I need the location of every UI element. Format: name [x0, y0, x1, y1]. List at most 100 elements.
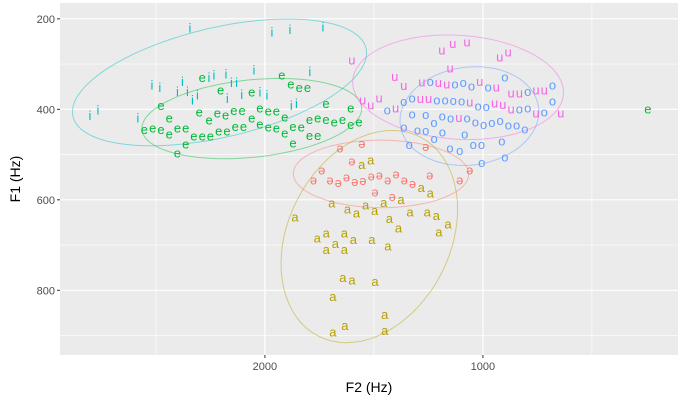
point-i: i — [158, 80, 161, 95]
y-tick-label: 800 — [37, 285, 55, 297]
point-i: i — [226, 91, 229, 106]
point-e: e — [304, 80, 311, 95]
point-a: a — [314, 230, 322, 245]
point-a: a — [381, 307, 389, 322]
point-a: a — [353, 205, 361, 220]
point-o: o — [549, 93, 556, 108]
point-u: u — [516, 85, 523, 100]
point-e: e — [141, 122, 148, 137]
point-i: i — [240, 87, 243, 102]
point-o: o — [433, 93, 440, 108]
x-axis-title: F2 (Hz) — [346, 379, 393, 395]
point-e: e — [223, 123, 230, 138]
point-u: u — [557, 105, 564, 120]
point-u: u — [417, 91, 424, 106]
point-e: e — [644, 101, 651, 116]
point-o: o — [524, 84, 531, 99]
point-ə: ə — [401, 172, 408, 187]
point-a: a — [427, 186, 435, 201]
ellipse-a — [280, 129, 459, 344]
point-e: e — [207, 129, 214, 144]
point-o: o — [430, 115, 437, 130]
point-o: o — [498, 134, 505, 149]
point-o: o — [470, 137, 477, 152]
point-u: u — [496, 49, 503, 64]
y-axis-title: F1 (Hz) — [7, 156, 23, 203]
point-e: e — [217, 83, 224, 98]
point-i: i — [176, 84, 179, 99]
point-o: o — [505, 117, 512, 132]
ellipse-o — [399, 66, 540, 167]
point-a: a — [348, 272, 356, 287]
point-e: e — [256, 117, 263, 132]
point-o: o — [478, 137, 485, 152]
point-i: i — [208, 70, 211, 85]
point-i: i — [136, 110, 139, 125]
point-u: u — [375, 91, 382, 106]
point-i: i — [290, 98, 293, 113]
point-e: e — [240, 119, 247, 134]
point-u: u — [476, 74, 483, 89]
point-e: e — [322, 96, 329, 111]
point-u: u — [493, 80, 500, 95]
point-e: e — [157, 98, 164, 113]
point-a: a — [386, 211, 394, 226]
point-e: e — [149, 120, 156, 135]
point-o: o — [484, 80, 491, 95]
point-o: o — [439, 109, 446, 124]
point-u: u — [504, 44, 511, 59]
y-tick-label: 400 — [37, 104, 55, 116]
point-i: i — [295, 96, 298, 111]
point-ə: ə — [358, 136, 365, 151]
point-o: o — [468, 78, 475, 93]
point-e: e — [199, 70, 206, 85]
point-e: e — [265, 120, 272, 135]
point-ə: ə — [376, 167, 383, 182]
point-e: e — [347, 101, 354, 116]
point-a: a — [332, 236, 340, 251]
point-e: e — [273, 104, 280, 119]
point-e: e — [306, 112, 313, 127]
point-o: o — [483, 99, 490, 114]
point-ə: ə — [348, 153, 355, 168]
point-ə: ə — [422, 139, 429, 154]
point-a: a — [339, 270, 347, 285]
gridlines — [60, 3, 678, 355]
ellipse-i — [71, 18, 368, 147]
point-o: o — [414, 123, 421, 138]
point-e: e — [166, 110, 173, 125]
point-o: o — [488, 115, 495, 130]
point-a: a — [367, 152, 375, 167]
point-e: e — [238, 103, 245, 118]
point-u: u — [435, 75, 442, 90]
point-a: a — [358, 157, 366, 172]
ellipse-u — [352, 34, 564, 140]
point-a: a — [418, 180, 426, 195]
point-a: a — [381, 323, 389, 338]
point-u: u — [491, 96, 498, 111]
point-e: e — [296, 80, 303, 95]
point-o: o — [501, 69, 508, 84]
point-e: e — [273, 120, 280, 135]
point-a: a — [371, 203, 379, 218]
point-e: e — [248, 84, 255, 99]
point-e: e — [182, 136, 189, 151]
confidence-ellipses — [71, 18, 564, 344]
point-e: e — [174, 120, 181, 135]
point-a: a — [291, 210, 299, 225]
point-e: e — [157, 122, 164, 137]
point-o: o — [400, 94, 407, 109]
point-i: i — [321, 20, 324, 35]
point-a: a — [341, 242, 349, 257]
point-a: a — [329, 289, 337, 304]
point-o: o — [463, 111, 470, 126]
point-e: e — [174, 145, 181, 160]
point-a: a — [341, 318, 349, 333]
point-ə: ə — [336, 140, 343, 155]
point-ə: ə — [368, 168, 375, 183]
point-u: u — [507, 85, 514, 100]
point-o: o — [480, 117, 487, 132]
point-a: a — [362, 197, 370, 212]
point-a: a — [371, 274, 379, 289]
